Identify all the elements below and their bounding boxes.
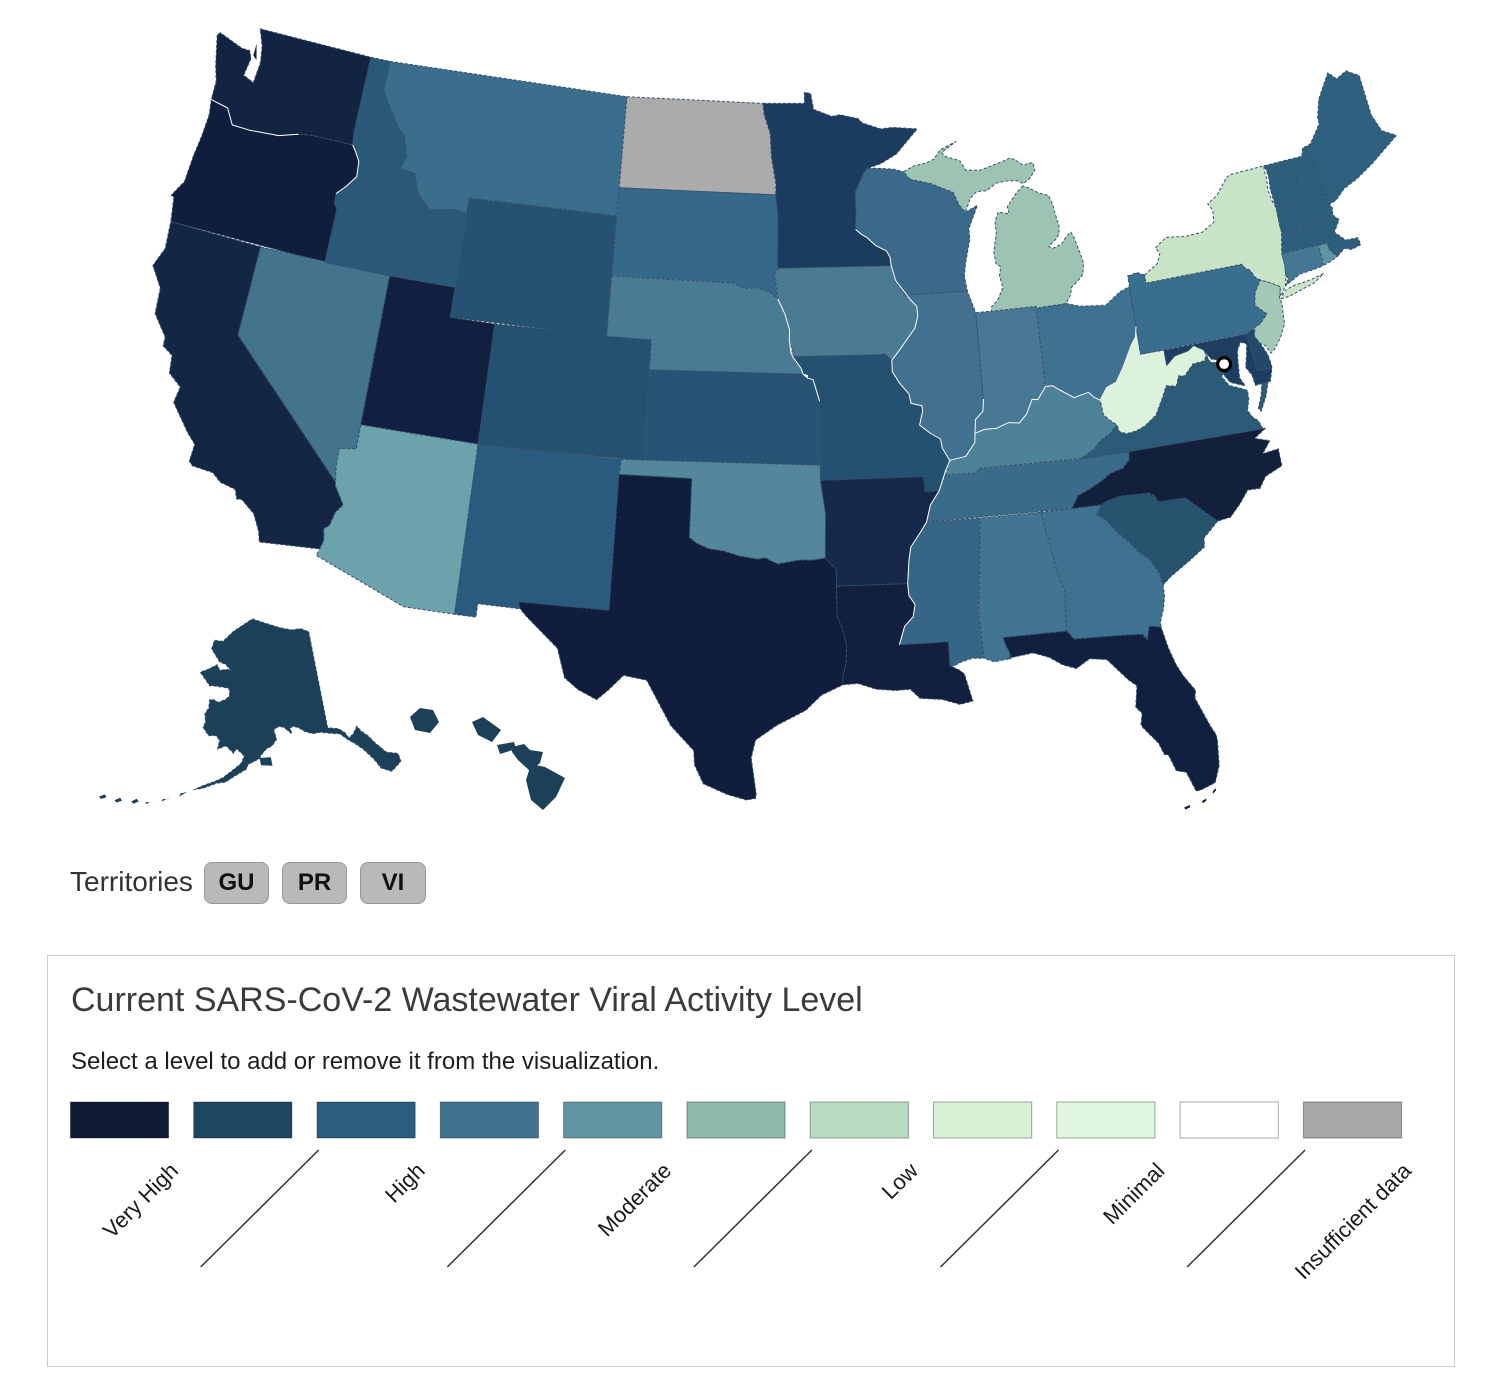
svg-text:Moderate: Moderate — [593, 1158, 676, 1241]
svg-text:Minimal: Minimal — [1098, 1158, 1169, 1229]
svg-text:Insufficient data: Insufficient data — [1290, 1157, 1417, 1284]
svg-text:High: High — [380, 1158, 430, 1208]
svg-text:Very High: Very High — [98, 1158, 183, 1243]
svg-text:Low: Low — [877, 1158, 923, 1204]
